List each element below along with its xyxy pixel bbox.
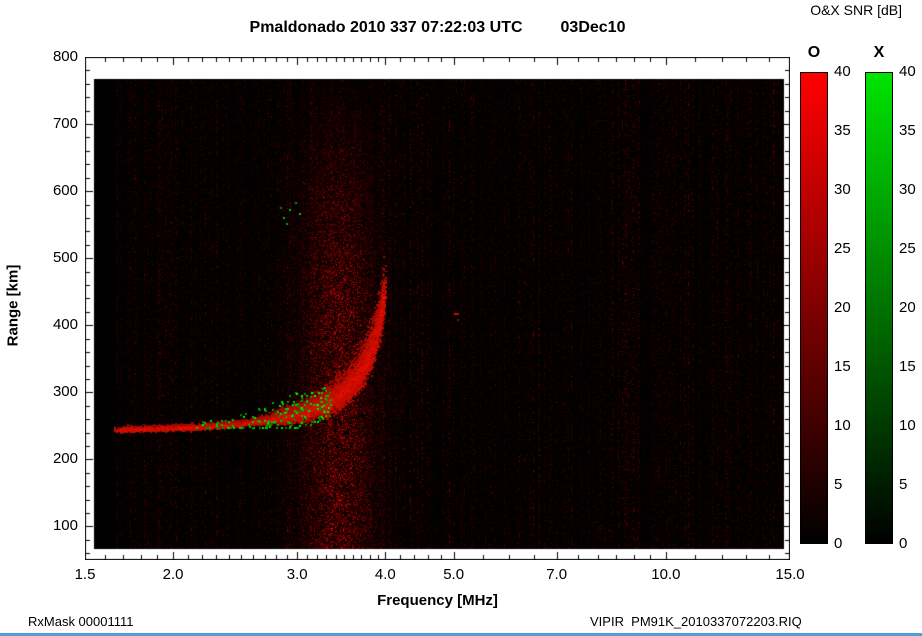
y-tick-label: 400 [52,316,78,334]
o-colorbar-tick-label: 30 [834,181,851,198]
x-colorbar-tick-label: 10 [899,417,916,434]
x-colorbar-tick-label: 40 [899,63,916,80]
o-colorbar-tick-label: 0 [834,535,843,552]
x-tick-label: 2.0 [162,566,184,583]
o-mode-label: O [807,44,821,61]
x-colorbar-tick-label: 30 [899,181,916,198]
y-tick-label: 500 [52,249,78,267]
plot-date: 03Dec10 [560,19,626,36]
y-tick-label: 200 [52,450,78,468]
x-colorbar-tick-label: 0 [899,535,908,552]
x-tick-label: 7.0 [546,566,568,583]
o-colorbar-tick-label: 25 [834,240,851,257]
o-colorbar-tick-label: 15 [834,358,851,375]
y-tick-label: 100 [52,517,78,535]
x-tick-label: 3.0 [286,566,308,583]
x-colorbar-tick-label: 5 [899,476,908,493]
x-tick-label: 5.0 [443,566,465,583]
o-colorbar-tick-label: 10 [834,417,851,434]
x-colorbar [865,72,893,544]
x-axis-label: Frequency [MHz] [377,592,498,609]
x-tick-label: 1.5 [74,566,96,583]
x-tick-label: 4.0 [374,566,396,583]
o-colorbar-tick-label: 20 [834,299,851,316]
o-colorbar-tick-label: 5 [834,476,843,493]
y-axis-label: Range [km] [4,264,22,347]
x-colorbar-tick-label: 25 [899,240,916,257]
colorbar-title: O&X SNR [dB] [810,2,902,18]
x-colorbar-tick-label: 35 [899,122,916,139]
rx-mask-label: RxMask 00001111 [28,614,134,629]
x-mode-label: X [873,44,885,61]
x-tick-label: 15.0 [775,566,805,583]
y-tick-label: 600 [52,182,78,200]
y-tick-label: 700 [52,115,78,133]
data-file-label: VIPIR PM91K_2010337072203.RIQ [590,614,802,629]
y-tick-label: 800 [52,48,78,65]
x-colorbar-tick-label: 15 [899,358,916,375]
y-tick-label: 300 [52,383,78,401]
o-colorbar-tick-label: 40 [834,63,851,80]
o-colorbar [800,72,828,544]
o-colorbar-tick-label: 35 [834,122,851,139]
bottom-edge-line [0,633,922,636]
x-colorbar-tick-label: 20 [899,299,916,316]
ionogram-canvas [85,57,790,560]
plot-title: Pmaldonado 2010 337 07:22:03 UTC [249,19,523,36]
plot-title-row: Pmaldonado 2010 337 07:22:03 UTC 03Dec10 [85,19,790,37]
x-tick-label: 10.0 [651,566,681,583]
